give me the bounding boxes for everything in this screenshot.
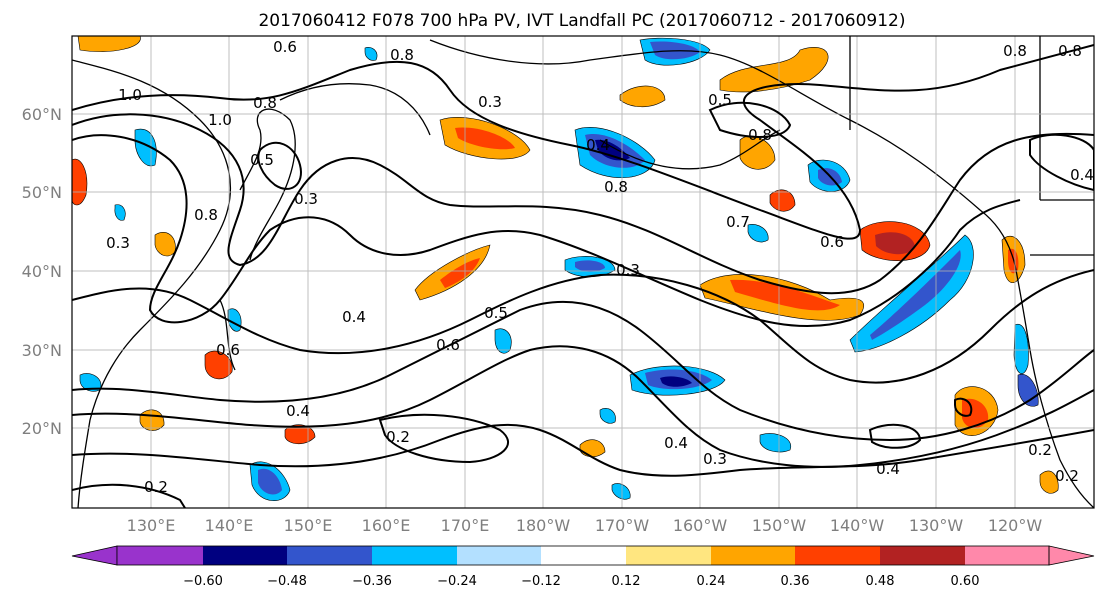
colorbar-bin: [880, 546, 965, 565]
latitude-labels: 60°N 50°N 40°N 30°N 20°N: [22, 105, 62, 438]
lon-label: 130°E: [127, 516, 176, 535]
colorbar-bin: [117, 546, 203, 565]
contour-label: 0.2: [144, 478, 168, 496]
colorbar-tick: 0.36: [781, 574, 810, 589]
lon-label: 150°W: [752, 516, 807, 535]
colorbar-extend-right: [1048, 545, 1095, 566]
contour-label: 0.3: [478, 93, 502, 111]
map-panel: 0.6 0.7 0.8 0.8 1.0 1.0 0.8 0.3 0.5 0.8 …: [71, 35, 1095, 509]
contour-label: 0.3: [106, 234, 130, 252]
contour-label: 0.6: [820, 233, 844, 251]
colorbar-tick: −0.36: [352, 574, 392, 589]
colorbar-bin: [287, 546, 372, 565]
colorbar-tick: −0.48: [267, 574, 307, 589]
contour-label: 0.4: [664, 434, 688, 452]
contour-label: 0.8: [1003, 42, 1027, 60]
lon-label: 150°E: [284, 516, 333, 535]
contour-label: 0.4: [286, 402, 310, 420]
contour-label: 0.3: [268, 171, 292, 189]
contour-label: 0.5: [484, 304, 508, 322]
colorbar-bin: [965, 546, 1049, 565]
lon-label: 180°W: [516, 516, 571, 535]
contour-label: 0.2: [386, 428, 410, 446]
contour-label: 0.2: [1028, 441, 1052, 459]
colorbar-bin: [541, 546, 626, 565]
contour-label: 0.3: [294, 190, 318, 208]
lat-label: 20°N: [22, 419, 62, 438]
contour-label: 0.8: [1058, 42, 1082, 60]
colorbar-bin: [203, 546, 287, 565]
colorbar-tick: −0.12: [521, 574, 561, 589]
contour-labels: 0.6 0.7 0.8 0.8 1.0 1.0 0.8 0.3 0.5 0.8 …: [106, 38, 1094, 496]
lat-label: 60°N: [22, 105, 62, 124]
contour-label: 0.8: [748, 126, 772, 144]
contour-label: 0.4: [586, 136, 610, 154]
colorbar-tick: 0.48: [866, 574, 895, 589]
contour-label: 0.8: [253, 94, 277, 112]
contour-label: 0.6: [273, 38, 297, 56]
contour-label: 0.8: [604, 178, 628, 196]
contour-label: 0.5: [250, 151, 274, 169]
pv-contours: [72, 44, 1094, 508]
lat-label: 40°N: [22, 262, 62, 281]
colorbar-bin: [457, 546, 541, 565]
lon-label: 130°W: [909, 516, 964, 535]
longitude-labels: 130°E 140°E 150°E 160°E 170°E 180°W 170°…: [127, 516, 1043, 535]
lat-label: 30°N: [22, 341, 62, 360]
contour-label: 1.0: [208, 111, 232, 129]
colorbar-tick: 0.60: [951, 574, 980, 589]
contour-label: 0.4: [342, 308, 366, 326]
contour-label: 1.0: [118, 86, 142, 104]
lon-label: 160°E: [362, 516, 411, 535]
colorbar-bin: [372, 546, 457, 565]
map-title: 2017060412 F078 700 hPa PV, IVT Landfall…: [258, 11, 905, 31]
colorbar-bin: [626, 546, 711, 565]
contour-label: 0.3: [703, 450, 727, 468]
lat-label: 50°N: [22, 183, 62, 202]
contour-label: 0.8: [390, 46, 414, 64]
colorbar-tick: −0.24: [437, 574, 477, 589]
colorbar-tick: −0.60: [183, 574, 223, 589]
colorbar-extend-left: [71, 545, 118, 566]
contour-label: 0.6: [216, 341, 240, 359]
colorbar-ticks: −0.60 −0.48 −0.36 −0.24 −0.12 0.12 0.24 …: [183, 574, 979, 589]
lon-label: 170°E: [441, 516, 490, 535]
contour-label: 0.6: [436, 336, 460, 354]
gridlines: [72, 36, 1094, 508]
contour-label: 0.7: [273, 43, 297, 61]
lon-label: 160°W: [673, 516, 728, 535]
colorbar-bin: [795, 546, 880, 565]
contour-label: 0.4: [876, 460, 900, 478]
contour-label: 0.8: [194, 206, 218, 224]
lon-label: 170°W: [595, 516, 650, 535]
lon-label: 140°E: [205, 516, 254, 535]
colorbar-tick: 0.24: [697, 574, 726, 589]
colorbar: −0.60 −0.48 −0.36 −0.24 −0.12 0.12 0.24 …: [71, 545, 1095, 589]
contour-label: 0.5: [708, 91, 732, 109]
colorbar-tick: 0.12: [612, 574, 641, 589]
contour-label: 0.7: [726, 213, 750, 231]
lon-label: 120°W: [988, 516, 1043, 535]
contour-label: 0.3: [616, 261, 640, 279]
lon-label: 140°W: [830, 516, 885, 535]
contour-label: 0.4: [1070, 166, 1094, 184]
colorbar-bin: [711, 546, 795, 565]
contour-label: 0.2: [1055, 467, 1079, 485]
shading-layer: [72, 36, 1059, 501]
